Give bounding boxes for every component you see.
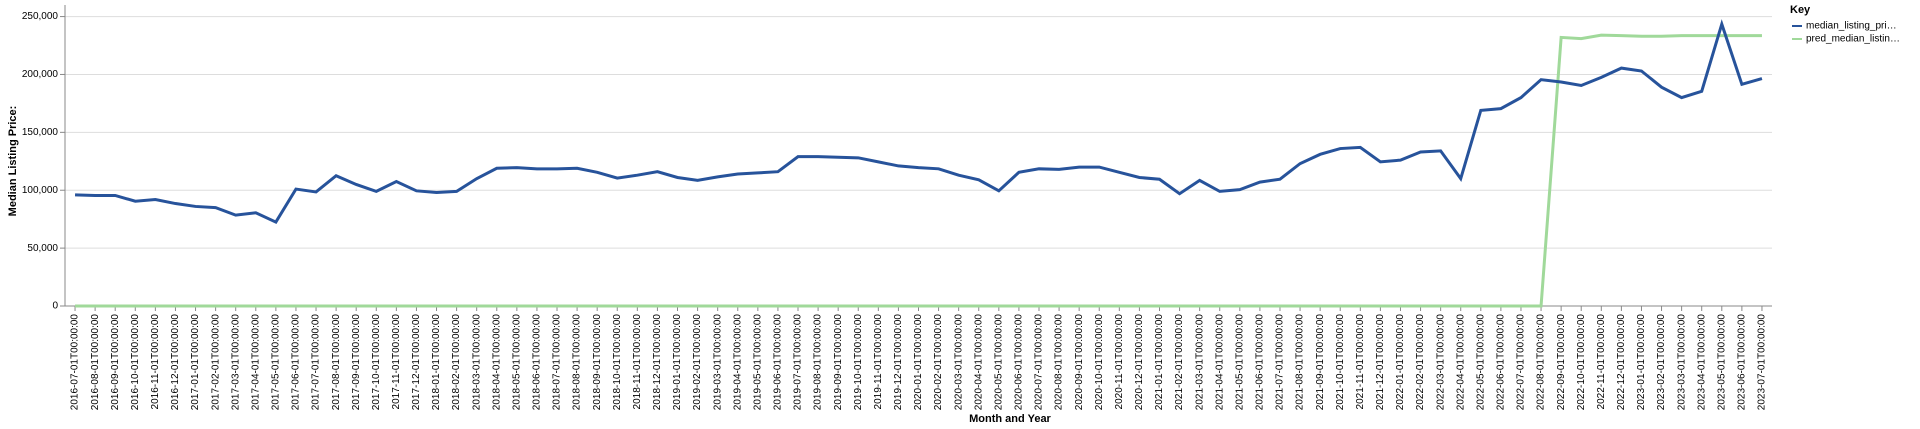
x-tick-label: 2017-01-01T00:00:00 (190, 314, 201, 411)
y-axis-title: Median Listing Price: (7, 106, 19, 217)
x-tick-label: 2021-09-01T00:00:00 (1315, 314, 1326, 411)
x-tick-label: 2020-10-01T00:00:00 (1094, 314, 1105, 411)
series-line (74, 19, 1763, 224)
x-tick-label: 2019-10-01T00:00:00 (853, 314, 864, 411)
x-tick-label: 2019-12-01T00:00:00 (893, 314, 904, 411)
x-tick-label: 2019-02-01T00:00:00 (692, 314, 703, 411)
x-tick-label: 2017-09-01T00:00:00 (351, 314, 362, 411)
x-tick-label: 2022-09-01T00:00:00 (1556, 314, 1567, 411)
x-tick-label: 2018-02-01T00:00:00 (451, 314, 462, 411)
x-tick-label: 2018-05-01T00:00:00 (511, 314, 522, 411)
x-tick-label: 2022-05-01T00:00:00 (1475, 314, 1486, 411)
x-tick-label: 2017-06-01T00:00:00 (291, 314, 302, 411)
x-tick-label: 2023-01-01T00:00:00 (1636, 314, 1647, 411)
x-tick-label: 2022-04-01T00:00:00 (1455, 314, 1466, 411)
x-tick-label: 2021-06-01T00:00:00 (1255, 314, 1266, 411)
x-tick-label: 2019-07-01T00:00:00 (793, 314, 804, 411)
x-tick-label: 2021-12-01T00:00:00 (1375, 314, 1386, 411)
x-tick-label: 2020-09-01T00:00:00 (1074, 314, 1085, 411)
x-tick-label: 2020-03-01T00:00:00 (953, 314, 964, 411)
x-tick-label: 2017-07-01T00:00:00 (311, 314, 322, 411)
x-tick-label: 2018-08-01T00:00:00 (572, 314, 583, 411)
x-tick-label: 2017-05-01T00:00:00 (271, 314, 282, 411)
x-tick-label: 2018-03-01T00:00:00 (471, 314, 482, 411)
x-tick-label: 2023-05-01T00:00:00 (1716, 314, 1727, 411)
x-tick-label: 2021-05-01T00:00:00 (1234, 314, 1245, 411)
x-tick-label: 2019-11-01T00:00:00 (873, 314, 884, 410)
x-tick-label: 2019-01-01T00:00:00 (672, 314, 683, 411)
x-tick-label: 2022-12-01T00:00:00 (1616, 314, 1627, 411)
x-tick-label: 2021-01-01T00:00:00 (1154, 314, 1165, 411)
x-tick-label: 2018-10-01T00:00:00 (612, 314, 623, 411)
x-tick-label: 2016-08-01T00:00:00 (90, 314, 101, 411)
x-tick-label: 2019-03-01T00:00:00 (712, 314, 723, 411)
x-tick-label: 2021-11-01T00:00:00 (1355, 314, 1366, 410)
x-tick-label: 2016-12-01T00:00:00 (170, 314, 181, 411)
y-tick-label: 200,000 (22, 69, 59, 80)
x-tick-label: 2018-12-01T00:00:00 (652, 314, 663, 411)
x-tick-label: 2020-06-01T00:00:00 (1014, 314, 1025, 411)
x-tick-label: 2019-04-01T00:00:00 (732, 314, 743, 411)
x-tick-label: 2020-04-01T00:00:00 (973, 314, 984, 411)
x-tick-label: 2019-09-01T00:00:00 (833, 314, 844, 411)
x-tick-label: 2018-09-01T00:00:00 (592, 314, 603, 411)
x-tick-label: 2017-08-01T00:00:00 (331, 314, 342, 411)
x-tick-label: 2018-11-01T00:00:00 (632, 314, 643, 410)
x-axis-title: Month and Year (969, 413, 1051, 425)
x-tick-label: 2021-10-01T00:00:00 (1335, 314, 1346, 411)
x-tick-label: 2016-11-01T00:00:00 (150, 314, 161, 410)
x-tick-label: 2018-06-01T00:00:00 (532, 314, 543, 411)
x-tick-label: 2022-08-01T00:00:00 (1536, 314, 1547, 411)
x-tick-label: 2019-05-01T00:00:00 (752, 314, 763, 411)
x-tick-label: 2020-07-01T00:00:00 (1034, 314, 1045, 411)
x-tick-label: 2017-03-01T00:00:00 (230, 314, 241, 411)
y-tick-label: 150,000 (22, 127, 59, 138)
legend-title: Key (1790, 4, 1811, 16)
x-tick-label: 2017-02-01T00:00:00 (210, 314, 221, 411)
x-tick-label: 2016-07-01T00:00:00 (70, 314, 81, 411)
x-tick-label: 2017-11-01T00:00:00 (391, 314, 402, 410)
x-tick-label: 2022-01-01T00:00:00 (1395, 314, 1406, 411)
x-tick-label: 2022-06-01T00:00:00 (1496, 314, 1507, 411)
x-tick-label: 2020-02-01T00:00:00 (933, 314, 944, 411)
legend-label: median_listing_pri… (1806, 21, 1897, 32)
y-tick-label: 100,000 (22, 185, 59, 196)
x-tick-label: 2020-11-01T00:00:00 (1114, 314, 1125, 410)
x-tick-label: 2022-11-01T00:00:00 (1596, 314, 1607, 410)
x-tick-label: 2020-08-01T00:00:00 (1054, 314, 1065, 411)
x-tick-label: 2022-02-01T00:00:00 (1415, 314, 1426, 411)
x-tick-label: 2017-10-01T00:00:00 (371, 314, 382, 411)
x-tick-label: 2023-04-01T00:00:00 (1696, 314, 1707, 411)
x-tick-label: 2023-06-01T00:00:00 (1737, 314, 1748, 411)
x-tick-label: 2021-07-01T00:00:00 (1275, 314, 1286, 411)
x-tick-label: 2017-12-01T00:00:00 (411, 314, 422, 411)
x-tick-label: 2021-03-01T00:00:00 (1194, 314, 1205, 411)
series-line (75, 33, 1762, 308)
x-tick-label: 2019-06-01T00:00:00 (773, 314, 784, 411)
x-tick-label: 2022-07-01T00:00:00 (1516, 314, 1527, 411)
x-tick-label: 2017-04-01T00:00:00 (250, 314, 261, 411)
x-tick-label: 2021-04-01T00:00:00 (1214, 314, 1225, 411)
y-tick-label: 50,000 (27, 243, 58, 254)
x-tick-label: 2020-05-01T00:00:00 (993, 314, 1004, 411)
x-tick-label: 2018-04-01T00:00:00 (491, 314, 502, 411)
x-tick-label: 2023-07-01T00:00:00 (1757, 314, 1768, 411)
x-tick-label: 2018-01-01T00:00:00 (431, 314, 442, 411)
x-tick-label: 2016-09-01T00:00:00 (110, 314, 121, 411)
x-tick-label: 2023-03-01T00:00:00 (1676, 314, 1687, 411)
y-tick-label: 250,000 (22, 11, 59, 22)
x-tick-label: 2021-02-01T00:00:00 (1174, 314, 1185, 411)
y-tick-label: 0 (52, 301, 58, 312)
x-tick-label: 2016-10-01T00:00:00 (130, 314, 141, 411)
x-tick-label: 2022-10-01T00:00:00 (1576, 314, 1587, 411)
legend-label: pred_median_listin… (1806, 34, 1900, 45)
x-tick-label: 2023-02-01T00:00:00 (1656, 314, 1667, 411)
x-tick-label: 2022-03-01T00:00:00 (1435, 314, 1446, 411)
x-tick-label: 2020-12-01T00:00:00 (1134, 314, 1145, 411)
x-tick-label: 2018-07-01T00:00:00 (552, 314, 563, 411)
x-tick-label: 2020-01-01T00:00:00 (913, 314, 924, 411)
x-tick-label: 2021-08-01T00:00:00 (1295, 314, 1306, 411)
x-tick-label: 2019-08-01T00:00:00 (813, 314, 824, 411)
